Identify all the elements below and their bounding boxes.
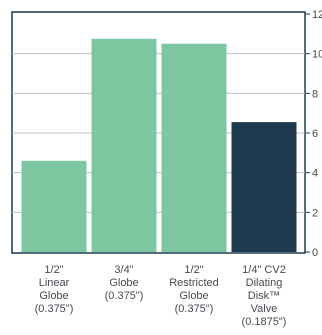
bar [21, 160, 87, 252]
category-label-line: Globe [179, 290, 208, 302]
bars [21, 38, 297, 252]
category-label-line: (0.375") [175, 303, 214, 315]
y-tick-label: 2 [312, 207, 318, 219]
category-label-line: Globe [109, 277, 138, 289]
category-label: 1/2" Linear Globe (0.375") [35, 264, 74, 315]
bar [161, 43, 227, 252]
y-tick-label: 4 [312, 168, 318, 180]
y-tick-label: 10 [312, 49, 322, 61]
y-tick-label: 12 [312, 9, 322, 21]
category-label-line: (0.375") [105, 290, 144, 302]
category-label-line: Linear [39, 277, 70, 289]
bar [231, 122, 297, 252]
category-label-line: (0.1875") [242, 316, 287, 328]
category-label-line: 1/4" CV2 [242, 264, 286, 276]
category-label-line: Valve [251, 303, 278, 315]
y-axis-ticks: 0 2 4 6 8 10 12 [305, 9, 322, 259]
category-label-line: Disk™ [248, 290, 280, 302]
category-label-line: Globe [39, 290, 68, 302]
category-label-line: 1/2" [184, 264, 203, 276]
category-labels: 1/2" Linear Globe (0.375")3/4" Globe (0.375")… [35, 264, 287, 328]
category-label-line: (0.375") [35, 303, 74, 315]
category-label: 1/2" Restricted Globe (0.375") [169, 264, 219, 315]
category-label-line: Dilating [246, 277, 283, 289]
bar [91, 38, 157, 252]
y-tick-label: 0 [312, 247, 318, 259]
category-label-line: Restricted [169, 277, 219, 289]
category-label-line: 3/4" [114, 264, 133, 276]
y-tick-label: 6 [312, 128, 318, 140]
category-label-line: 1/2" [44, 264, 63, 276]
y-tick-label: 8 [312, 88, 318, 100]
category-label: 1/4" CV2 Dilating Disk™ Valve (0.1875") [242, 264, 287, 328]
category-label: 3/4" Globe (0.375") [105, 264, 144, 302]
